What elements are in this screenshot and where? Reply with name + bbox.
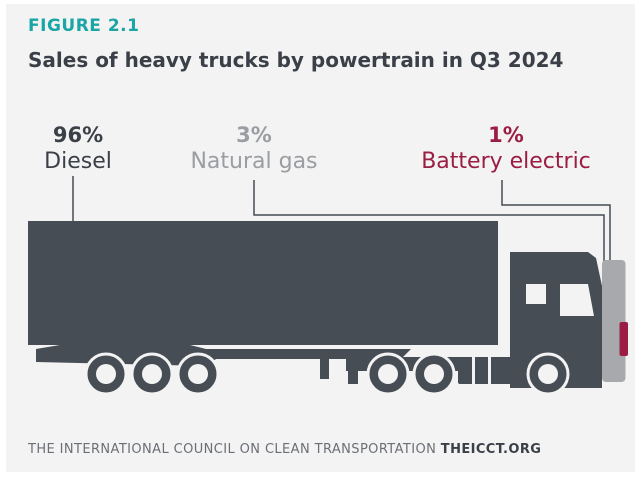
wheel-hub — [424, 364, 444, 384]
battery-electric-segment — [619, 322, 628, 356]
natural-gas-value-label: 3% — [236, 123, 272, 147]
trailer-skirt — [36, 344, 411, 366]
natural-gas-category-label: Natural gas — [190, 149, 318, 174]
diesel-value-label: 96% — [52, 123, 104, 147]
natural-gas-leader-line — [253, 180, 605, 262]
trailer-box — [28, 221, 498, 345]
landing-gear — [320, 351, 329, 379]
diesel-category-label: Diesel — [44, 149, 112, 174]
powertrain-segments — [602, 260, 628, 382]
fuel-tanks — [458, 357, 516, 384]
truck-pictogram — [28, 176, 628, 396]
battery-electric-stat: 1% Battery electric — [410, 122, 602, 176]
wheel-hub — [378, 364, 398, 384]
figure-card: FIGURE 2.1 Sales of heavy trucks by powe… — [6, 4, 635, 472]
natural-gas-segment — [602, 260, 626, 382]
wheel-hub — [188, 364, 208, 384]
truck-body — [28, 176, 611, 396]
fuel-tank-gap — [488, 357, 491, 384]
natural-gas-stat: 3% Natural gas — [182, 122, 326, 176]
figure-number: FIGURE 2.1 — [28, 16, 140, 36]
fuel-tank-gap — [472, 357, 475, 384]
battery-electric-category-label: Battery electric — [421, 149, 591, 174]
cab-windshield — [560, 284, 594, 316]
footer-org: THE INTERNATIONAL COUNCIL ON CLEAN TRANS… — [28, 442, 437, 457]
footer-credit: THE INTERNATIONAL COUNCIL ON CLEAN TRANS… — [28, 442, 541, 457]
wheel-hub — [142, 364, 162, 384]
chart-title: Sales of heavy trucks by powertrain in Q… — [28, 48, 564, 72]
cab-side-window — [526, 284, 546, 304]
wheel-hub — [96, 364, 116, 384]
diesel-stat: 96% Diesel — [36, 122, 120, 176]
wheel-hub — [538, 364, 558, 384]
mud-flap — [348, 362, 358, 384]
footer-site: THEICCT.ORG — [440, 442, 542, 457]
battery-electric-value-label: 1% — [488, 123, 524, 147]
wheel-hubs — [96, 364, 558, 384]
